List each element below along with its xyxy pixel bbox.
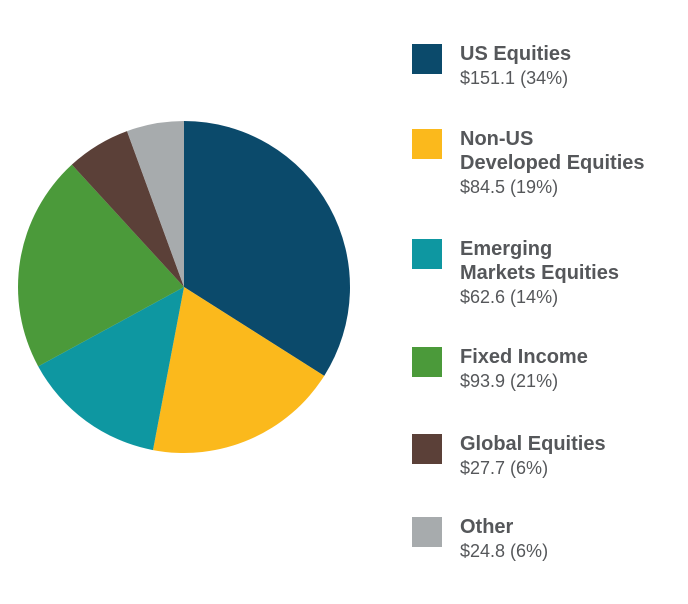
- legend-percent: 34%: [526, 68, 563, 88]
- legend-item-3: Emerging Markets Equities $62.6 (14%): [412, 237, 619, 309]
- legend-swatch: [412, 517, 442, 547]
- legend-text: Fixed Income $93.9 (21%): [460, 345, 588, 393]
- legend-percent: 6%: [516, 458, 543, 478]
- legend-label: Emerging Markets Equities: [460, 238, 619, 284]
- legend-amount: $62.6: [460, 287, 506, 307]
- legend-percent: 21%: [516, 371, 553, 391]
- legend-value: $24.8 (6%): [460, 541, 549, 561]
- legend-label: Fixed Income: [460, 346, 588, 368]
- legend-label: US Equities: [460, 43, 572, 65]
- pie-slice-3: [38, 287, 185, 451]
- legend-amount: $24.8: [460, 541, 506, 561]
- legend-value: $151.1 (34%): [460, 68, 569, 88]
- legend-text: Global Equities $27.7 (6%): [460, 432, 606, 480]
- legend-text: US Equities $151.1 (34%): [460, 42, 571, 90]
- legend-swatch: [412, 239, 442, 269]
- legend-item-4: Fixed Income $93.9 (21%): [412, 345, 588, 393]
- legend-label: Non-US Developed Equities: [460, 128, 645, 174]
- legend-percent: 14%: [516, 287, 553, 307]
- legend-value: $93.9 (21%): [460, 371, 559, 391]
- pie-slice-6: [127, 121, 184, 287]
- legend-item-6: Other $24.8 (6%): [412, 515, 548, 563]
- legend-item-2: Non-US Developed Equities $84.5 (19%): [412, 127, 645, 199]
- pie-slice-2: [152, 287, 325, 454]
- legend-amount: $93.9: [460, 371, 506, 391]
- legend-percent: 6%: [516, 541, 543, 561]
- legend-text: Non-US Developed Equities $84.5 (19%): [460, 127, 645, 199]
- legend-text: Emerging Markets Equities $62.6 (14%): [460, 237, 619, 309]
- legend-swatch: [412, 434, 442, 464]
- legend-item-1: US Equities $151.1 (34%): [412, 42, 571, 90]
- legend-label: Other: [460, 516, 514, 538]
- legend-value: $84.5 (19%): [460, 177, 559, 197]
- legend-percent: 19%: [516, 177, 553, 197]
- pie-slice-5: [71, 131, 184, 287]
- legend-amount: $84.5: [460, 177, 506, 197]
- legend-value: $27.7 (6%): [460, 458, 549, 478]
- pie-slice-4: [18, 164, 185, 367]
- legend-swatch: [412, 44, 442, 74]
- legend-value: $62.6 (14%): [460, 287, 559, 307]
- legend-label: Global Equities: [460, 433, 606, 455]
- legend-swatch: [412, 347, 442, 377]
- pie-slice-1: [184, 121, 351, 376]
- legend-amount: $151.1: [460, 68, 516, 88]
- legend-item-5: Global Equities $27.7 (6%): [412, 432, 606, 480]
- legend-amount: $27.7: [460, 458, 506, 478]
- legend-swatch: [412, 129, 442, 159]
- legend-text: Other $24.8 (6%): [460, 515, 548, 563]
